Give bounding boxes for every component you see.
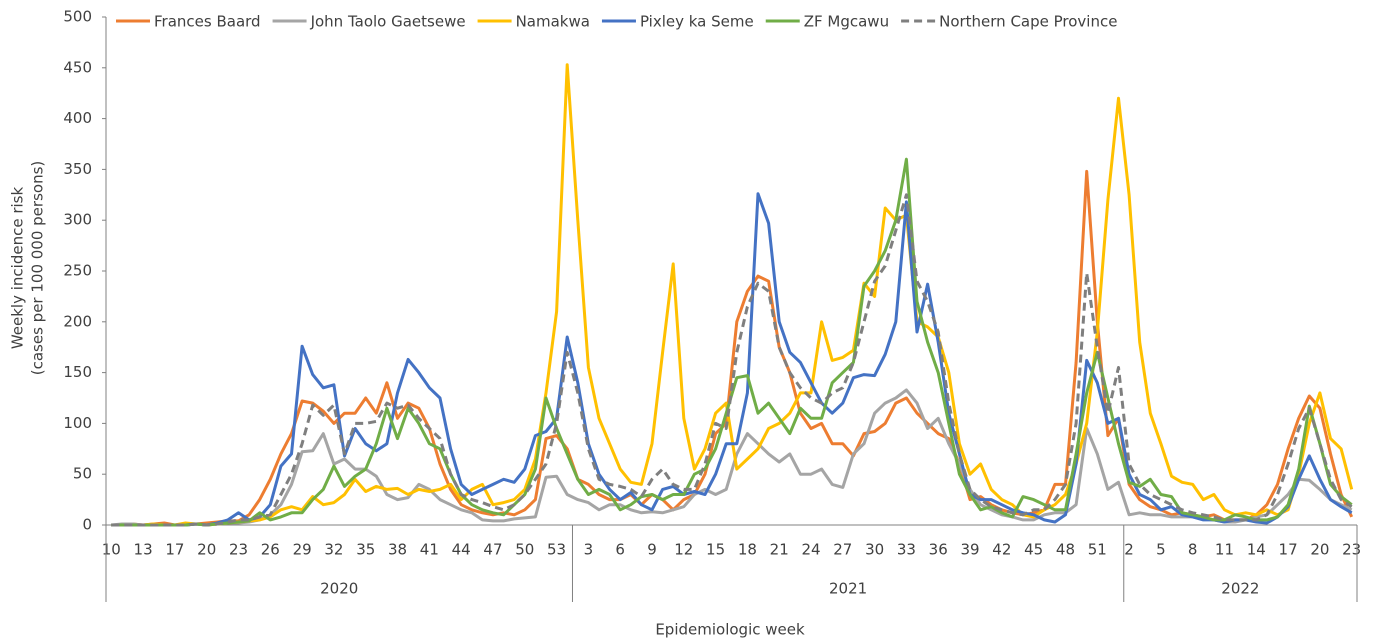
legend-label: Northern Cape Province bbox=[939, 13, 1117, 31]
x-tick-label: 15 bbox=[706, 541, 725, 559]
x-tick-label: 17 bbox=[1279, 541, 1298, 559]
x-tick-label: 39 bbox=[960, 541, 979, 559]
y-tick-label: 150 bbox=[63, 363, 92, 381]
legend-label: John Taolo Gaetsewe bbox=[310, 13, 466, 31]
x-axis-title: Epidemiologic week bbox=[655, 621, 805, 639]
y-tick-label: 250 bbox=[63, 262, 92, 280]
y-tick-label: 300 bbox=[63, 211, 92, 229]
legend-label: Pixley ka Seme bbox=[640, 13, 754, 31]
x-tick-label: 14 bbox=[1247, 541, 1266, 559]
x-tick-label: 29 bbox=[293, 541, 312, 559]
series-line bbox=[111, 157, 1353, 527]
x-tick-label: 11 bbox=[1215, 541, 1234, 559]
series-line bbox=[111, 169, 1354, 527]
legend-label: ZF Mgcawu bbox=[804, 13, 889, 31]
x-group-label: 2022 bbox=[1221, 580, 1259, 598]
x-tick-label: 53 bbox=[547, 541, 566, 559]
x-tick-label: 35 bbox=[356, 541, 375, 559]
x-tick-label: 41 bbox=[420, 541, 439, 559]
y-tick-label: 450 bbox=[63, 58, 92, 76]
x-tick-label: 45 bbox=[1024, 541, 1043, 559]
x-tick-label: 51 bbox=[1088, 541, 1107, 559]
x-tick-label: 8 bbox=[1188, 541, 1198, 559]
y-tick-label: 500 bbox=[63, 8, 92, 26]
y-tick-label: 100 bbox=[63, 414, 92, 432]
series-line bbox=[111, 63, 1354, 527]
series-line bbox=[111, 193, 1353, 527]
x-tick-label: 44 bbox=[452, 541, 471, 559]
x-tick-label: 23 bbox=[1342, 541, 1361, 559]
y-tick-label: 400 bbox=[63, 109, 92, 127]
x-tick-label: 9 bbox=[647, 541, 657, 559]
y-axis-title-line: (cases per 100 000 persons) bbox=[29, 161, 47, 375]
x-tick-label: 50 bbox=[515, 541, 534, 559]
x-tick-label: 48 bbox=[1056, 541, 1075, 559]
x-tick-label: 13 bbox=[134, 541, 153, 559]
x-tick-label: 12 bbox=[674, 541, 693, 559]
x-tick-label: 21 bbox=[770, 541, 789, 559]
x-tick-label: 32 bbox=[324, 541, 343, 559]
x-tick-label: 10 bbox=[102, 541, 121, 559]
x-tick-label: 30 bbox=[865, 541, 884, 559]
x-tick-label: 20 bbox=[197, 541, 216, 559]
y-tick-label: 200 bbox=[63, 312, 92, 330]
x-tick-label: 2 bbox=[1124, 541, 1134, 559]
x-group-label: 2021 bbox=[829, 580, 867, 598]
x-tick-label: 42 bbox=[992, 541, 1011, 559]
x-tick-label: 24 bbox=[801, 541, 820, 559]
x-tick-label: 18 bbox=[738, 541, 757, 559]
y-tick-label: 50 bbox=[73, 465, 92, 483]
x-tick-label: 6 bbox=[615, 541, 625, 559]
x-tick-label: 5 bbox=[1156, 541, 1166, 559]
series-line bbox=[111, 192, 1353, 527]
x-tick-label: 17 bbox=[165, 541, 184, 559]
x-group-label: 2020 bbox=[320, 580, 358, 598]
legend-label: Namakwa bbox=[516, 13, 590, 31]
x-tick-label: 47 bbox=[483, 541, 502, 559]
x-tick-label: 33 bbox=[897, 541, 916, 559]
x-tick-label: 20 bbox=[1310, 541, 1329, 559]
x-tick-label: 3 bbox=[584, 541, 594, 559]
x-tick-label: 36 bbox=[929, 541, 948, 559]
series-line bbox=[111, 388, 1353, 527]
y-axis-title: Weekly incidence risk (cases per 100 000… bbox=[9, 161, 47, 375]
x-tick-label: 38 bbox=[388, 541, 407, 559]
legend-label: Frances Baard bbox=[154, 13, 261, 31]
y-tick-label: 0 bbox=[82, 516, 92, 534]
x-tick-label: 23 bbox=[229, 541, 248, 559]
x-tick-label: 26 bbox=[261, 541, 280, 559]
y-tick-label: 350 bbox=[63, 160, 92, 178]
x-tick-label: 27 bbox=[833, 541, 852, 559]
y-axis-title-line: Weekly incidence risk bbox=[9, 187, 27, 350]
